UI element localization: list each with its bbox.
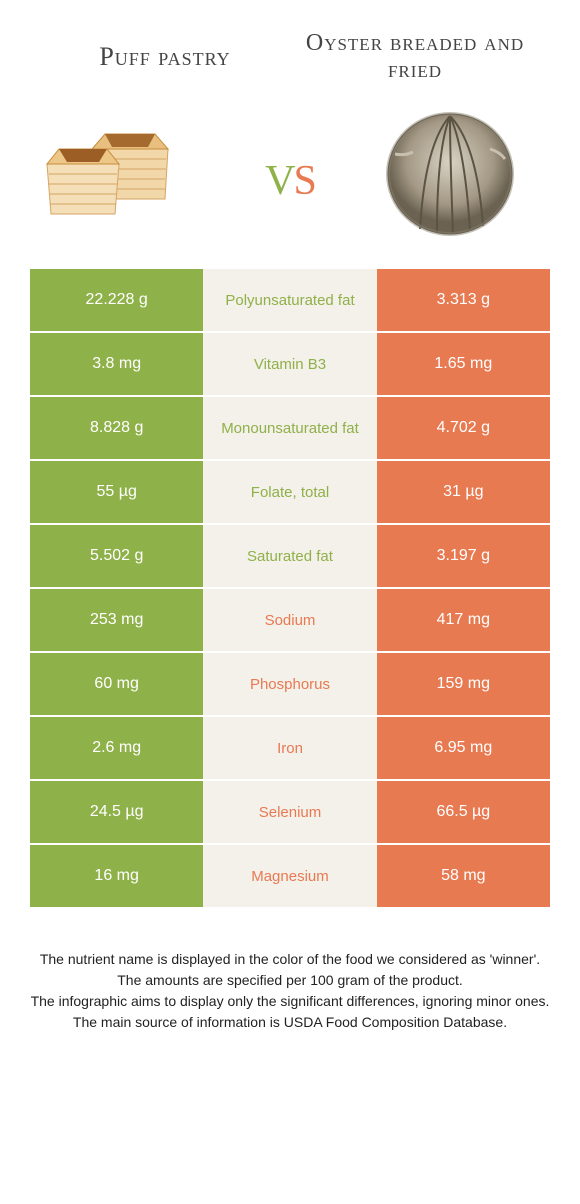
left-value-cell: 55 µg bbox=[30, 461, 203, 525]
nutrient-label-cell: Vitamin B3 bbox=[203, 333, 376, 397]
footer-line: The amounts are specified per 100 gram o… bbox=[30, 970, 550, 991]
table-row: 3.8 mgVitamin B31.65 mg bbox=[30, 333, 550, 397]
vs-v: v bbox=[265, 141, 293, 207]
nutrient-label-cell: Polyunsaturated fat bbox=[203, 269, 376, 333]
table-row: 60 mgPhosphorus159 mg bbox=[30, 653, 550, 717]
vs-s: s bbox=[293, 141, 314, 207]
left-value-cell: 5.502 g bbox=[30, 525, 203, 589]
right-value-cell: 31 µg bbox=[377, 461, 550, 525]
right-value-cell: 3.197 g bbox=[377, 525, 550, 589]
table-row: 16 mgMagnesium58 mg bbox=[30, 845, 550, 909]
right-value-cell: 417 mg bbox=[377, 589, 550, 653]
right-value-cell: 58 mg bbox=[377, 845, 550, 909]
table-row: 2.6 mgIron6.95 mg bbox=[30, 717, 550, 781]
table-row: 5.502 gSaturated fat3.197 g bbox=[30, 525, 550, 589]
footer-notes: The nutrient name is displayed in the co… bbox=[0, 909, 580, 1053]
left-value-cell: 60 mg bbox=[30, 653, 203, 717]
nutrient-label-cell: Sodium bbox=[203, 589, 376, 653]
table-row: 24.5 µgSelenium66.5 µg bbox=[30, 781, 550, 845]
oyster-image bbox=[360, 104, 540, 244]
left-value-cell: 24.5 µg bbox=[30, 781, 203, 845]
nutrient-label-cell: Phosphorus bbox=[203, 653, 376, 717]
right-food-title: Oyster breaded and fried bbox=[290, 30, 540, 84]
nutrient-label-cell: Magnesium bbox=[203, 845, 376, 909]
comparison-table: 22.228 gPolyunsaturated fat3.313 g3.8 mg… bbox=[30, 269, 550, 909]
right-value-cell: 1.65 mg bbox=[377, 333, 550, 397]
table-row: 8.828 gMonounsaturated fat4.702 g bbox=[30, 397, 550, 461]
nutrient-label-cell: Iron bbox=[203, 717, 376, 781]
footer-line: The main source of information is USDA F… bbox=[30, 1012, 550, 1033]
footer-line: The nutrient name is displayed in the co… bbox=[30, 949, 550, 970]
right-value-cell: 159 mg bbox=[377, 653, 550, 717]
table-row: 55 µgFolate, total31 µg bbox=[30, 461, 550, 525]
footer-line: The infographic aims to display only the… bbox=[30, 991, 550, 1012]
table-row: 253 mgSodium417 mg bbox=[30, 589, 550, 653]
left-value-cell: 2.6 mg bbox=[30, 717, 203, 781]
puff-pastry-image bbox=[40, 104, 220, 244]
right-value-cell: 6.95 mg bbox=[377, 717, 550, 781]
header: Puff pastry Oyster breaded and fried bbox=[0, 0, 580, 94]
vs-label: vs bbox=[265, 140, 315, 209]
right-value-cell: 66.5 µg bbox=[377, 781, 550, 845]
left-value-cell: 16 mg bbox=[30, 845, 203, 909]
right-value-cell: 4.702 g bbox=[377, 397, 550, 461]
nutrient-label-cell: Saturated fat bbox=[203, 525, 376, 589]
nutrient-label-cell: Monounsaturated fat bbox=[203, 397, 376, 461]
left-value-cell: 22.228 g bbox=[30, 269, 203, 333]
left-value-cell: 8.828 g bbox=[30, 397, 203, 461]
table-row: 22.228 gPolyunsaturated fat3.313 g bbox=[30, 269, 550, 333]
left-food-title: Puff pastry bbox=[40, 42, 290, 72]
left-value-cell: 3.8 mg bbox=[30, 333, 203, 397]
nutrient-label-cell: Folate, total bbox=[203, 461, 376, 525]
images-row: vs bbox=[0, 94, 580, 269]
right-value-cell: 3.313 g bbox=[377, 269, 550, 333]
nutrient-label-cell: Selenium bbox=[203, 781, 376, 845]
left-value-cell: 253 mg bbox=[30, 589, 203, 653]
